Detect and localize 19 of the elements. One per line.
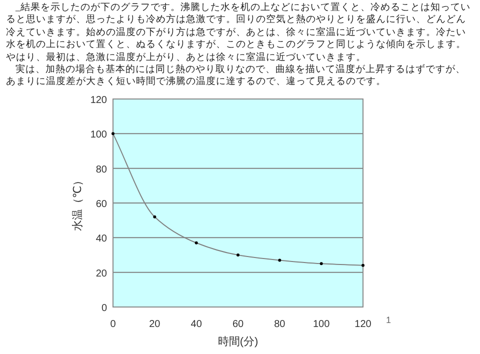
x-tick-label: 60 <box>232 319 244 330</box>
y-tick-label: 40 <box>96 234 108 245</box>
text: _結果を示したのが下のグラフです。沸騰した水を机の上などにおいて置くと、冷めることは知っていると思いますが、思ったよりも冷め方は急激です。回りの空気と熱のやりとりを盛んに行い、どんどん冷えていきます。始めの温度の下がり方は急ですが、あとは、徐々に室温に近づいていきます。冷たい水を机の上において置くと、ぬるくなりますが、このときもこのグラフと同じような傾向を示します。やはり、最初は、急激に温度が上がり、あとは徐々に室温に近づいていきます。 <box>6 2 472 64</box>
x-axis-title: 時間(分) <box>218 335 258 348</box>
y-tick-label: 20 <box>96 268 108 280</box>
text: 実は、加熱の場合も基本的には同じ熱のやり取りなので、曲線を描いて温度が上昇するはずですが、あまりに温度差が大きく短い時間で沸騰の温度に達するので、違って見えるのです。 <box>6 64 466 89</box>
x-tick-label: 40 <box>190 319 202 330</box>
x-tick-label: 100 <box>312 319 330 330</box>
y-tick-label: 120 <box>90 95 108 106</box>
text: 1 <box>386 315 392 325</box>
y-tick-label: 60 <box>96 199 108 210</box>
x-tick-label: 20 <box>149 319 161 330</box>
x-tick-label: 120 <box>354 319 372 330</box>
x-tick-label: 80 <box>274 319 286 330</box>
x-tick-label: 0 <box>110 319 116 330</box>
y-tick-label: 0 <box>101 303 108 314</box>
y-axis-title: 水温（℃） <box>71 174 84 232</box>
y-tick-label: 80 <box>96 164 108 176</box>
y-tick-label: 100 <box>90 130 108 141</box>
